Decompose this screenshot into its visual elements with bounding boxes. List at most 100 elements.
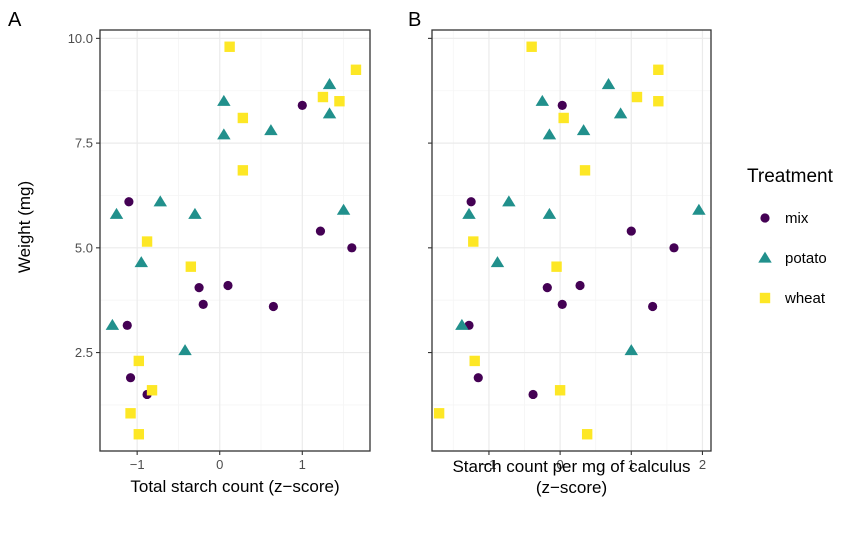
- data-point-potato: [109, 207, 124, 219]
- data-point-wheat: [631, 91, 643, 103]
- data-point-mix: [528, 389, 538, 400]
- y-tick-label: 7.5: [75, 136, 93, 151]
- data-point-potato: [613, 107, 628, 119]
- data-point-wheat: [554, 385, 566, 396]
- data-points: [105, 41, 362, 440]
- data-point-mix: [557, 299, 567, 309]
- legend-key-potato: [758, 251, 772, 263]
- data-point-wheat: [469, 355, 480, 367]
- grid: [100, 30, 370, 451]
- data-point-wheat: [125, 408, 136, 419]
- data-point-wheat: [237, 112, 249, 124]
- x-tick-label: −1: [130, 457, 145, 472]
- data-point-mix: [557, 100, 567, 111]
- data-point-wheat: [653, 96, 664, 107]
- data-point-mix: [542, 283, 552, 293]
- data-point-potato: [542, 207, 557, 219]
- data-point-mix: [122, 320, 132, 330]
- data-points: [433, 41, 706, 440]
- y-axis-title: Weight (mg): [15, 181, 34, 273]
- legend-label: mix: [785, 210, 809, 227]
- data-point-mix: [198, 299, 208, 309]
- data-point-mix: [626, 226, 636, 236]
- data-point-wheat: [141, 236, 153, 247]
- data-point-potato: [535, 94, 550, 106]
- data-point-wheat: [317, 91, 329, 103]
- legend-entry-potato: potato: [758, 250, 827, 267]
- data-point-potato: [455, 318, 469, 330]
- data-point-wheat: [146, 385, 158, 396]
- legend-entry-mix: mix: [760, 210, 809, 227]
- grid: [432, 30, 711, 451]
- legend-label: wheat: [784, 290, 826, 307]
- y-tick-label: 10.0: [68, 31, 93, 46]
- panel-tag: B: [408, 9, 421, 31]
- data-point-potato: [153, 195, 167, 207]
- x-tick-label: 1: [299, 457, 306, 472]
- x-tick-label: 1: [628, 457, 635, 472]
- legend-key-wheat: [759, 292, 771, 304]
- data-point-wheat: [551, 261, 562, 272]
- x-axis-title: Starch count per mg of calculus: [452, 457, 690, 476]
- data-point-potato: [188, 207, 202, 219]
- data-point-wheat: [133, 429, 145, 440]
- data-point-potato: [134, 256, 149, 268]
- data-point-mix: [297, 100, 307, 111]
- x-tick-label: 0: [216, 457, 223, 472]
- data-point-potato: [601, 78, 616, 90]
- x-axis-title: (z−score): [536, 478, 607, 497]
- data-point-wheat: [237, 165, 249, 176]
- data-point-wheat: [224, 41, 235, 52]
- data-point-mix: [473, 373, 483, 383]
- data-point-wheat: [468, 236, 479, 247]
- data-point-mix: [223, 280, 233, 291]
- legend-key-mix: [760, 213, 770, 223]
- legend-label: potato: [785, 250, 827, 267]
- x-tick-label: 2: [699, 457, 706, 472]
- data-point-mix: [268, 301, 278, 312]
- data-point-wheat: [350, 64, 362, 75]
- data-point-potato: [336, 203, 351, 215]
- data-point-mix: [194, 283, 204, 293]
- data-point-potato: [462, 207, 476, 219]
- data-point-wheat: [653, 64, 664, 75]
- x-tick-label: −1: [482, 457, 497, 472]
- data-point-potato: [624, 344, 639, 356]
- data-point-potato: [576, 124, 591, 136]
- panel-tag: A: [8, 9, 22, 31]
- data-point-potato: [217, 128, 231, 140]
- legend-title: Treatment: [747, 166, 834, 187]
- data-point-wheat: [581, 429, 593, 440]
- data-point-wheat: [526, 41, 537, 52]
- data-point-potato: [490, 256, 505, 268]
- legend-entry-wheat: wheat: [759, 290, 826, 307]
- data-point-mix: [124, 197, 134, 207]
- data-point-mix: [466, 197, 476, 207]
- data-point-potato: [542, 128, 557, 140]
- data-point-mix: [315, 226, 326, 236]
- x-tick-label: 0: [556, 457, 563, 472]
- data-point-mix: [648, 301, 658, 312]
- panel-b: −1 0 1 2 Starch count per mg of calculus (z−s…: [408, 9, 712, 497]
- y-tick-label: 5.0: [75, 240, 93, 255]
- data-point-wheat: [133, 355, 145, 367]
- y-tick-label: 2.5: [75, 345, 93, 360]
- data-point-mix: [669, 243, 679, 253]
- data-point-wheat: [558, 112, 569, 124]
- data-point-potato: [105, 318, 120, 330]
- legend-entries: mix potato wheat: [758, 210, 827, 307]
- data-point-potato: [322, 78, 337, 90]
- data-point-wheat: [433, 408, 445, 419]
- x-axis-title: Total starch count (z−score): [130, 477, 339, 496]
- data-point-potato: [692, 203, 706, 215]
- data-point-potato: [322, 107, 337, 119]
- legend: Treatment mix potato wheat: [747, 166, 834, 307]
- data-point-wheat: [334, 96, 345, 107]
- data-point-potato: [502, 195, 516, 207]
- data-point-potato: [178, 344, 192, 356]
- panel-border: [99, 29, 371, 452]
- data-point-wheat: [579, 165, 591, 176]
- data-point-wheat: [185, 261, 197, 272]
- data-point-potato: [217, 94, 231, 106]
